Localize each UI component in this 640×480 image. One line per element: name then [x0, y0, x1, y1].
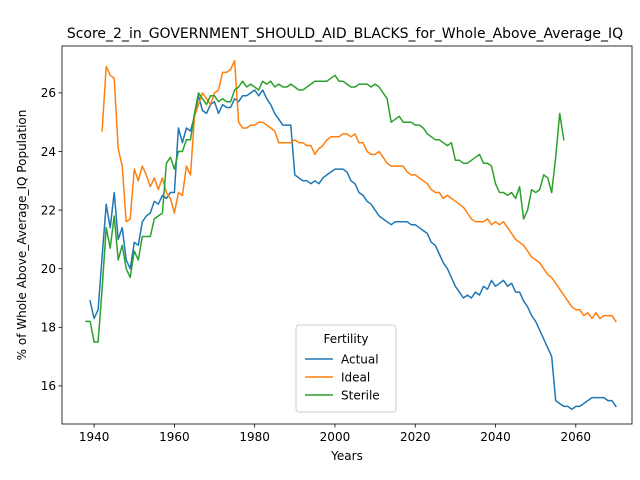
y-tick-label: 18	[41, 321, 56, 335]
legend-label-sterile: Sterile	[341, 388, 380, 402]
y-tick-label: 16	[41, 379, 56, 393]
y-tick-label: 24	[41, 145, 56, 159]
y-tick-label: 26	[41, 86, 56, 100]
x-axis-label: Years	[330, 449, 363, 463]
series-line-actual	[89, 89, 617, 411]
chart-title: Score_2_in_GOVERNMENT_SHOULD_AID_BLACKS_…	[67, 26, 623, 42]
axes-layer: 1940 1960 1980 2000 2020 2040 2060 16 18 20 22 24 26	[41, 45, 633, 444]
x-tick-label: 1980	[239, 430, 270, 444]
y-tick-label: 22	[41, 203, 56, 217]
legend-title: Fertility	[323, 332, 368, 346]
x-tick-label: 1960	[159, 430, 190, 444]
x-tick-label: 2020	[400, 430, 431, 444]
legend-label-actual: Actual	[341, 352, 379, 366]
x-tick-label: 2040	[480, 430, 511, 444]
y-axis-label: % of Whole Above_Average_IQ Population	[15, 110, 29, 361]
x-tick-label: 2000	[320, 430, 351, 444]
x-tick-label: 1940	[79, 430, 110, 444]
series-line-sterile	[85, 74, 565, 343]
x-tick-label: 2060	[561, 430, 592, 444]
legend-box	[295, 324, 397, 413]
legend-label-ideal: Ideal	[341, 370, 370, 384]
legend: Fertility Actual Ideal Sterile	[295, 324, 397, 413]
series-line-ideal	[101, 59, 617, 323]
series-layer	[85, 59, 617, 411]
plot-frame	[61, 45, 633, 425]
y-tick-label: 20	[41, 262, 56, 276]
legend-entries: Actual Ideal Sterile	[305, 352, 380, 402]
